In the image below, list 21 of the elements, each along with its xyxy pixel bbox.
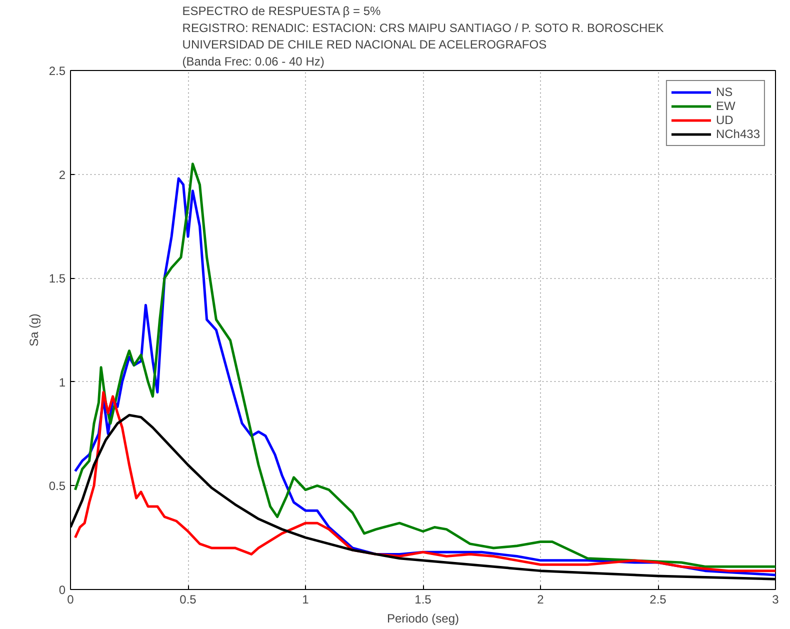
x-tick-label: 2.5: [650, 592, 667, 606]
x-tick-label: 0: [67, 592, 74, 606]
line-series: [74, 391, 776, 572]
legend-label: NS: [716, 85, 734, 99]
y-axis-title: Sa (g): [26, 314, 41, 346]
y-tick-label: 2.5: [48, 64, 66, 78]
legend-label: NCh433: [716, 127, 760, 141]
y-tick-label: 1.5: [48, 272, 66, 286]
y-tick-label: 0: [58, 583, 66, 597]
x-tick-label: 1.5: [414, 592, 432, 606]
x-tick-label: 1: [302, 592, 310, 606]
y-tick-label: 1: [58, 375, 66, 390]
chart-title: ESPECTRO de RESPUESTA β = 5% REGISTRO: RENADIC: ESTACION: CRS MAIPU SANTIAGO / P. SOTO R. BOROSCHEK UNIVERSIDAD DE CHILE RED NACIONAL DE ACELEROGRAFOS (Banda Frec: 0.06 - 40 Hz): [182, 4, 664, 68]
x-tick-label: 2: [537, 592, 544, 606]
legend-label: EW: [716, 99, 736, 113]
y-tick-label: 0.5: [48, 479, 66, 494]
y-tick-label: 2: [58, 168, 66, 182]
x-tick-label: 0.5: [180, 592, 197, 606]
x-tick-label: 3: [772, 592, 780, 606]
x-axis-title: Periodo (seg): [386, 612, 460, 626]
legend-label: UD: [716, 113, 734, 127]
